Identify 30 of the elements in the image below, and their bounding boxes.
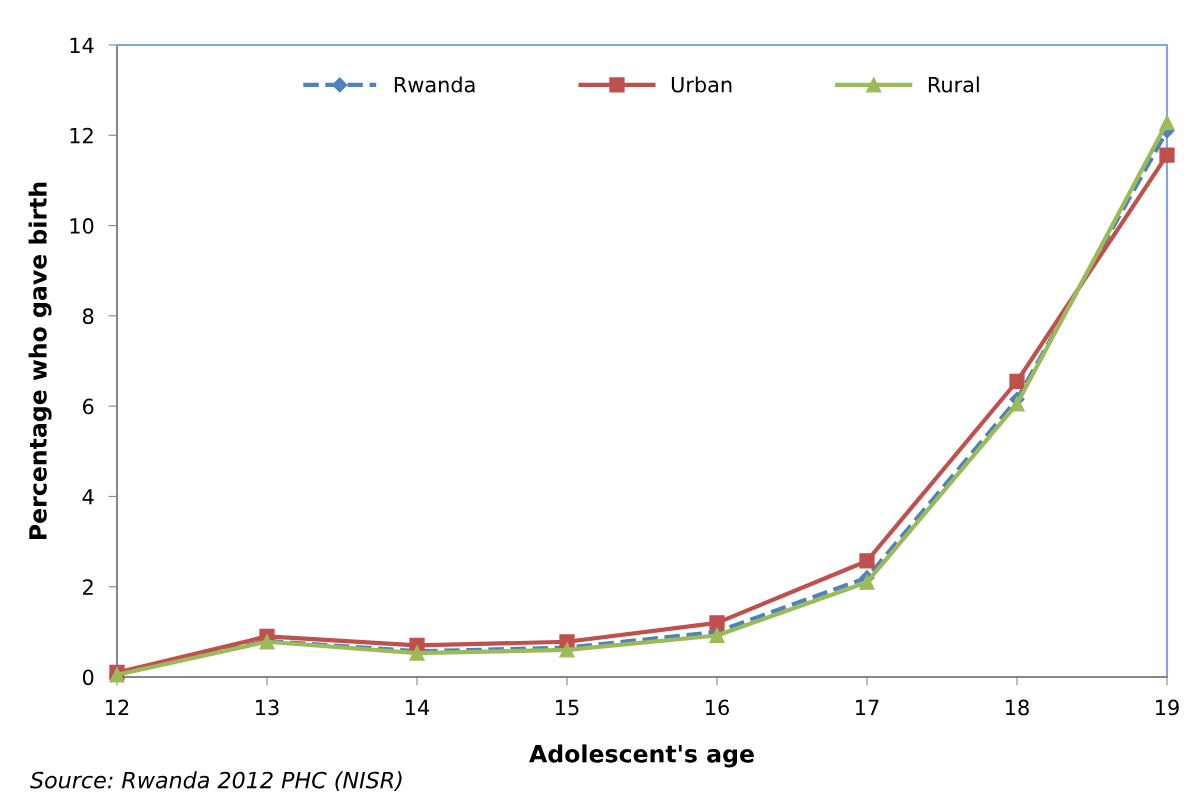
y-tick-label: 12: [70, 127, 93, 144]
point: [1009, 396, 1025, 412]
x-axis-title: Adolescent's age: [529, 744, 754, 768]
y-tick-label: 6: [82, 398, 94, 415]
x-tick-label: 14: [406, 699, 430, 716]
y-tick-label: 14: [70, 37, 94, 53]
point: [859, 553, 875, 569]
point: [709, 627, 725, 644]
point: [859, 574, 875, 590]
y-tick-label: 4: [82, 489, 94, 505]
x-tick-label: 18: [1006, 699, 1029, 716]
source-note: Source: Rwanda 2012 PHC (NISR): [30, 771, 402, 792]
legend-label: Urban: [671, 76, 732, 93]
x-tick-label: 15: [556, 699, 579, 716]
x-tick-label: 12: [106, 699, 129, 716]
y-axis-title: Percentage who gave birth: [28, 182, 52, 540]
y-tick-label: 8: [82, 308, 94, 325]
y-tick-label: 2: [83, 579, 93, 595]
point: [709, 615, 725, 631]
point: [1159, 147, 1175, 163]
x-tick-label: 16: [706, 699, 729, 716]
point: [1159, 115, 1175, 131]
x-tick-label: 19: [1156, 699, 1179, 716]
legend-label: Rural: [928, 76, 979, 93]
x-tick-label: 17: [856, 699, 879, 716]
y-tick-label: 0: [82, 669, 94, 686]
point: [1009, 373, 1025, 389]
legend-label: Rwanda: [394, 76, 475, 93]
x-tick-label: 13: [256, 699, 279, 716]
y-tick-label: 10: [70, 218, 94, 234]
